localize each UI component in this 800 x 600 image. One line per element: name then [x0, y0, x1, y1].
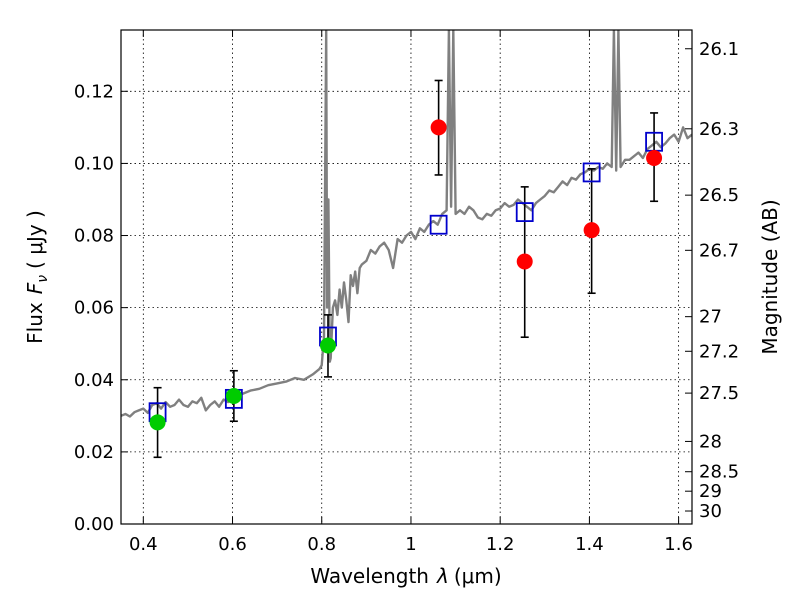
y-tick-label: 0.06	[74, 298, 114, 319]
spectrum-series	[121, 30, 692, 418]
y-tick-label: 0.04	[74, 370, 114, 391]
x-tick-label: 0.6	[218, 534, 247, 555]
model-square-marker	[429, 214, 448, 235]
green-observed-point	[225, 387, 242, 404]
x-tick-label: 0.8	[307, 534, 336, 555]
green-observed-point	[149, 414, 166, 431]
y-tick-label: 0.10	[74, 153, 114, 174]
y2-tick-label: 26.7	[699, 240, 739, 261]
plot-frame	[120, 29, 693, 525]
y-tick-label: 0.12	[74, 81, 114, 102]
x-tick-label: 1.4	[575, 534, 604, 555]
y2-tick-label: 28	[699, 431, 722, 452]
y2-tick-label: 28.5	[699, 462, 739, 483]
y2-tick-label: 29	[699, 481, 722, 502]
spectrum-line	[121, 30, 692, 418]
y-axis-label: FluxFν( μJy )	[23, 210, 51, 344]
red-observed-point	[583, 222, 600, 239]
green-observed-point	[319, 337, 336, 354]
x-tick-label: 1.6	[664, 534, 693, 555]
y2-tick-label: 26.5	[699, 185, 739, 206]
model-photometry-series	[148, 131, 663, 423]
y2-tick-label: 26.1	[699, 39, 739, 60]
y-tick-label: 0.08	[74, 226, 114, 247]
y2-tick-label: 30	[699, 501, 722, 522]
y-tick-label: 0.02	[74, 442, 114, 463]
x-tick-label: 0.4	[129, 534, 158, 555]
y2-tick-label: 27	[699, 307, 722, 328]
red-observed-point	[646, 150, 663, 167]
y2-tick-label: 27.2	[699, 341, 739, 362]
red-observed-point	[516, 253, 533, 270]
y-tick-label: 0.00	[74, 514, 114, 535]
observed-photometry-series	[149, 119, 663, 431]
x-tick-label: 1	[405, 534, 416, 555]
x-axis: 0.4 0.6 0.8 1 1.2 1.4 1.6	[129, 30, 693, 555]
y2-tick-label: 26.3	[699, 119, 739, 140]
model-square-marker	[582, 162, 601, 183]
y2-tick-label: 27.5	[699, 383, 739, 404]
y2-axis-label: Magnitude (AB)	[758, 199, 782, 354]
model-square-marker	[515, 202, 534, 222]
x-tick-label: 1.2	[486, 534, 515, 555]
red-observed-point	[430, 119, 447, 136]
x-axis-label: Wavelength λ (μm)	[310, 564, 501, 588]
y-axis-left: 0.00 0.02 0.04 0.06 0.08 0.10 0.12	[74, 81, 128, 535]
grid	[121, 30, 692, 525]
